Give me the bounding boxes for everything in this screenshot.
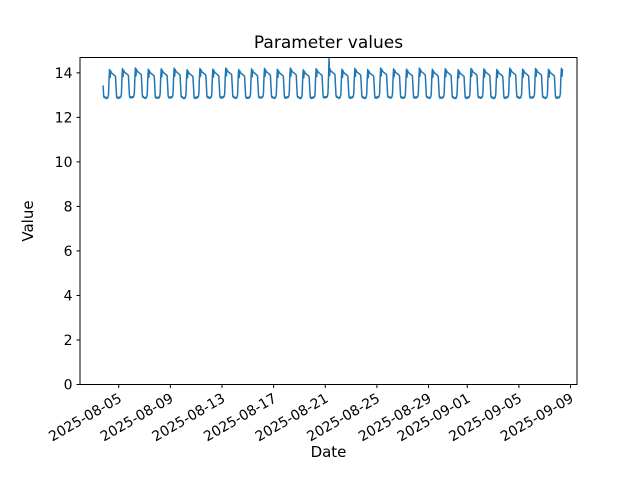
axis-ticks: 024681012142025-08-052025-08-092025-08-1… (46, 66, 576, 445)
series-line (102, 57, 564, 100)
y-tick-label: 6 (64, 244, 73, 260)
y-tick-label: 8 (64, 199, 73, 215)
chart-title: Parameter values (254, 33, 403, 53)
plot-area (79, 57, 578, 385)
y-tick-label: 0 (64, 377, 73, 393)
y-tick-label: 12 (55, 110, 73, 126)
y-axis-label: Value (19, 200, 37, 241)
x-axis-label: Date (311, 443, 347, 461)
y-tick-label: 4 (64, 288, 73, 304)
y-tick-label: 2 (64, 333, 73, 349)
y-tick-label: 14 (55, 66, 73, 82)
y-tick-label: 10 (55, 155, 73, 171)
